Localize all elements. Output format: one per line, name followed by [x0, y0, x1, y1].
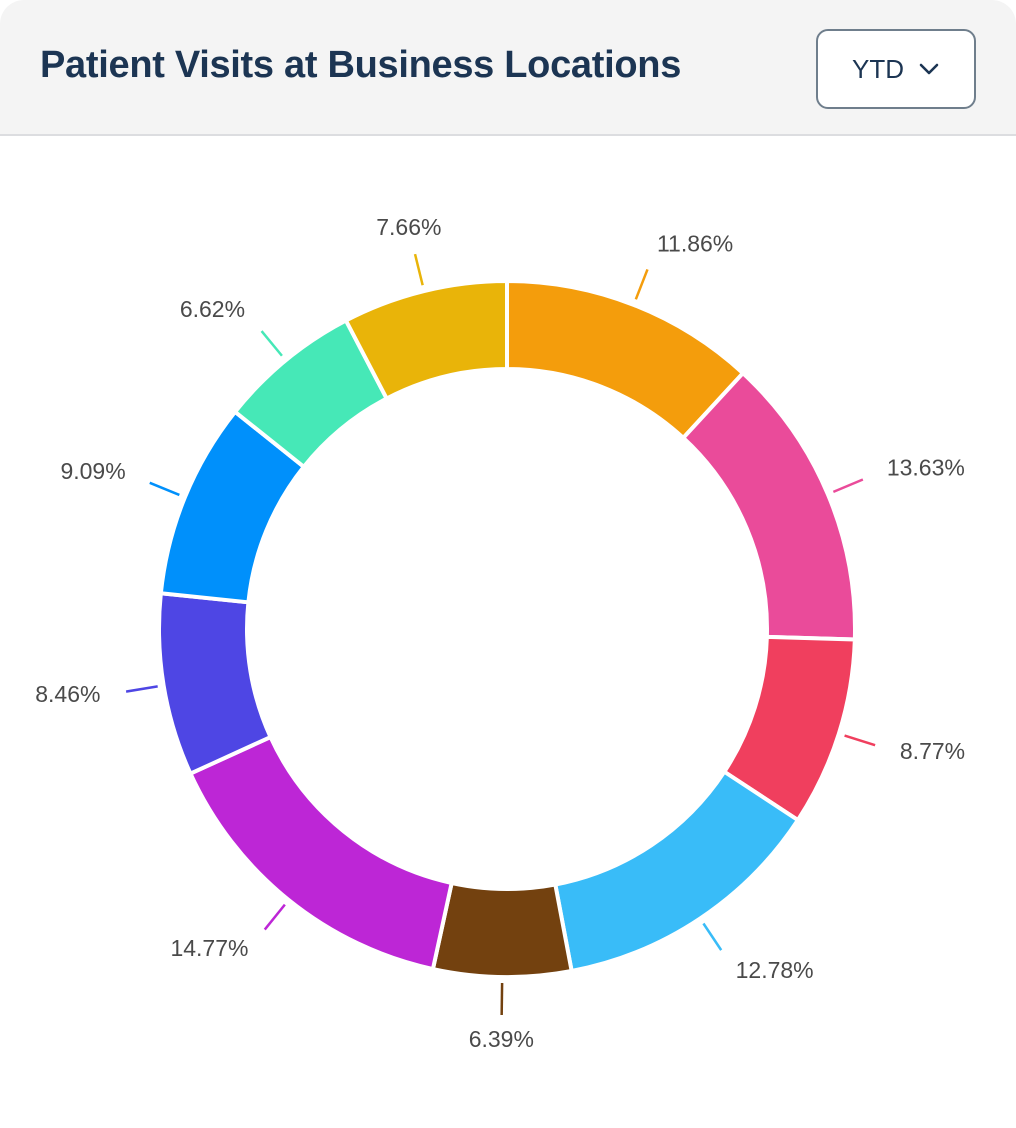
slice-label: 7.66%: [376, 214, 441, 240]
leader-line: [125, 685, 158, 693]
slice-label: 8.77%: [900, 738, 965, 764]
leader-line: [413, 253, 424, 286]
slice-label: 6.62%: [180, 296, 245, 322]
period-select[interactable]: YTD: [816, 29, 976, 109]
card-header: Patient Visits at Business Locations YTD: [0, 0, 1016, 136]
slice-label: 8.46%: [35, 681, 100, 707]
leader-line: [844, 734, 876, 747]
leader-line: [260, 330, 283, 357]
period-select-value: YTD: [852, 53, 904, 84]
chart-title: Patient Visits at Business Locations: [40, 44, 682, 86]
donut-slice[interactable]: [553, 769, 800, 973]
leader-line: [634, 269, 649, 300]
slice-label: 9.09%: [60, 458, 125, 484]
leader-line: [702, 922, 723, 951]
leader-line: [263, 903, 286, 931]
donut-slice[interactable]: [343, 279, 509, 401]
slice-label: 12.78%: [736, 957, 814, 983]
slice-label: 6.39%: [469, 1026, 534, 1052]
slice-label: 11.86%: [657, 230, 733, 256]
donut-slice[interactable]: [430, 881, 574, 979]
donut-slice[interactable]: [157, 591, 273, 776]
slice-label: 13.63%: [887, 454, 965, 480]
chevron-down-icon: [919, 63, 939, 75]
donut-slice[interactable]: [681, 371, 857, 642]
leader-line: [832, 478, 864, 494]
leader-line: [149, 481, 180, 497]
slice-label: 14.77%: [170, 935, 248, 961]
donut-chart: 11.86% 13.63% 8.77% 12.78% 6.39% 14.77% 8.46% 9…: [35, 214, 965, 1052]
